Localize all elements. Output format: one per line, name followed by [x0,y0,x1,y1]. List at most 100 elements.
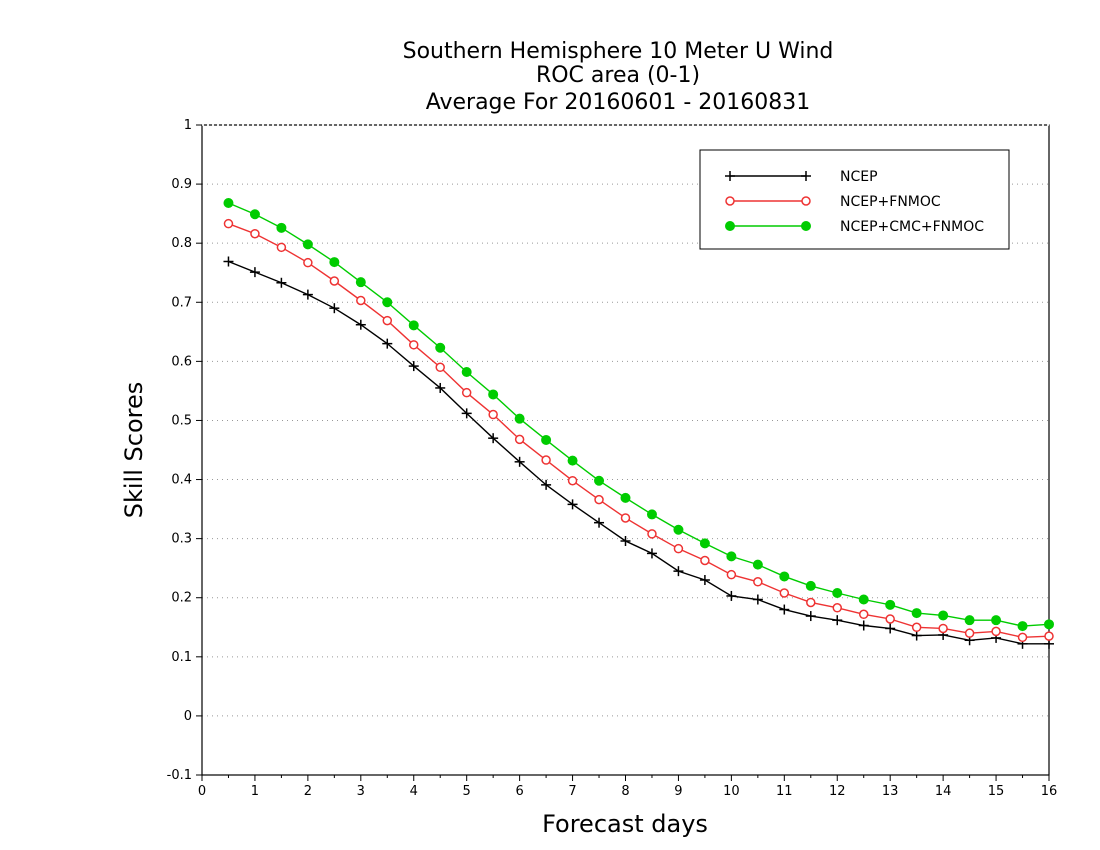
data-point [801,196,811,206]
data-point [1017,632,1028,643]
data-point [541,455,551,465]
x-tick-label: 5 [463,784,471,799]
x-tick-label: 15 [988,784,1005,799]
x-axis-label: Forecast days [542,810,708,838]
data-point [801,171,811,181]
y-tick-label: 0.6 [171,354,192,369]
data-point [938,610,949,621]
data-point [806,597,816,608]
data-point [964,628,975,638]
y-tick-label: 0.2 [171,591,192,606]
series-line [228,202,1050,627]
data-point [1044,631,1054,641]
data-point [726,551,737,562]
y-tick-label: -0.1 [167,768,192,783]
data-point [752,594,763,605]
data-point [726,590,737,601]
data-point [382,315,393,326]
x-tick-label: 4 [410,784,418,799]
data-point [329,257,340,268]
data-point [461,408,472,419]
series-line [228,223,1050,639]
data-point [567,499,578,510]
data-point [805,580,816,591]
x-tick-label: 16 [1041,784,1058,799]
x-tick-label: 6 [515,784,523,799]
data-point [725,221,735,231]
data-point [801,221,811,231]
data-point [329,276,340,286]
data-point [646,548,657,559]
data-point [303,257,313,268]
y-tick-label: 0.4 [171,473,192,488]
x-tick-label: 1 [251,784,259,799]
x-tick-label: 8 [621,784,629,799]
legend: NCEP NCEP+FNMOC NCEP+CMC+FNMOC [699,149,1010,250]
legend-label: NCEP [840,169,878,185]
y-tick-label: 0.8 [171,236,192,251]
data-point [435,362,445,373]
data-point [779,604,790,615]
data-point [382,338,393,349]
legend-item: NCEP+CMC+FNMOC [725,219,984,235]
y-tick-label: 0 [184,709,192,724]
data-point [382,297,393,308]
x-tick-label: 13 [882,784,899,799]
data-point [832,588,843,598]
data-point [276,277,287,288]
chart-title-line-1: Southern Hemisphere 10 Meter U Wind [403,39,834,64]
data-point [408,361,419,372]
data-point [885,623,896,634]
data-point [779,571,790,582]
data-point [409,340,419,350]
data-point [355,277,366,288]
data-point [355,319,366,330]
series-line [228,260,1049,645]
data-point [725,196,735,206]
data-point [858,609,869,620]
data-point [514,413,525,424]
data-point [699,538,710,549]
y-tick-label: 1 [184,118,192,133]
gridlines [202,183,1049,717]
data-point [911,608,922,619]
data-point [938,623,948,634]
data-point [461,387,472,398]
data-point [223,198,234,208]
data-point [488,409,498,420]
data-point [753,577,763,587]
data-point [885,599,896,610]
y-tick-label: 0.5 [171,413,192,428]
data-point [223,218,234,229]
data-point [223,256,234,267]
legend-item: NCEP+FNMOC [725,194,941,210]
y-axis-label: Skill Scores [120,382,148,519]
data-point [673,566,684,577]
y-tick-label: 0.1 [171,650,192,665]
data-point [488,433,499,444]
data-point [594,494,604,505]
y-tick-label: 0.9 [171,177,192,192]
data-point [620,536,631,546]
data-point [514,456,525,467]
data-point [673,524,684,535]
data-point [1017,621,1028,632]
data-point [779,588,790,598]
data-point [991,626,1001,637]
data-point [832,603,842,613]
series-layer [223,198,1054,649]
x-tick-label: 0 [198,784,206,799]
legend-box [699,149,1010,250]
series-0 [223,256,1054,649]
data-point [514,434,525,445]
data-point [964,615,975,626]
data-point [885,614,895,624]
data-point [356,295,366,306]
x-tick-label: 14 [935,784,952,799]
x-tick-label: 3 [357,784,365,799]
data-point [620,513,631,523]
data-point [991,615,1002,626]
x-tick-label: 11 [776,784,793,799]
data-point [699,575,710,585]
